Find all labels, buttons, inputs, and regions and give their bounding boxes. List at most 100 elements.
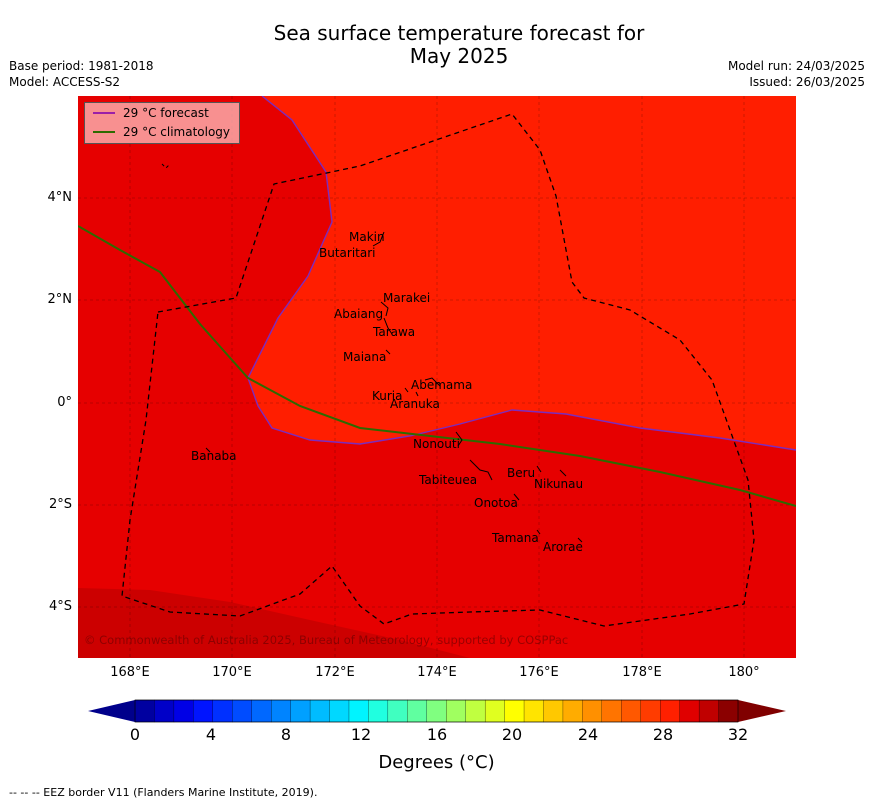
grid-lines	[78, 96, 796, 658]
colorbar-cell	[582, 699, 603, 723]
island-label-banaba: Banaba	[191, 449, 237, 463]
colorbar-cell	[407, 699, 428, 723]
lon-label-176e: 176°E	[519, 665, 559, 680]
model-name: Model: ACCESS-S2	[9, 75, 121, 89]
lat-label-4s: 4°S	[48, 599, 72, 614]
colorbar-cell	[484, 699, 506, 723]
colorbar-cells	[134, 699, 739, 723]
lon-label-180: 180°	[728, 665, 760, 680]
lat-label-2s: 2°S	[48, 497, 72, 512]
climatology-29c-contour	[78, 225, 796, 507]
meta-left: Base period: 1981-2018 Model: ACCESS-S2	[9, 58, 154, 90]
colorbar-cell	[601, 699, 622, 723]
island-label-tabiteuea: Tabiteuea	[419, 473, 478, 487]
island-label-marakei: Marakei	[383, 291, 431, 305]
colorbar-cell	[640, 699, 661, 723]
colorbar-tick-12: 12	[350, 725, 372, 744]
colorbar-cell	[348, 699, 369, 723]
colorbar-tick-28: 28	[652, 725, 674, 744]
colorbar-under-arrow	[88, 700, 135, 722]
colorbar-cell	[251, 699, 272, 723]
meta-right: Model run: 24/03/2025 Issued: 26/03/2025	[728, 58, 865, 90]
lat-label-0: 0°	[57, 395, 72, 410]
eez-border	[121, 113, 755, 627]
map-legend: 29 °C forecast 29 °C climatology	[84, 102, 240, 144]
chart-title: Sea surface temperature forecast for May…	[0, 22, 873, 68]
legend-item-forecast: 29 °C forecast	[85, 104, 209, 122]
island-label-beru: Beru	[507, 466, 536, 480]
colorbar-cell	[465, 699, 486, 723]
island-label-abaiang: Abaiang	[334, 307, 384, 321]
colorbar-cell	[212, 699, 233, 723]
colorbar-cell	[562, 699, 583, 723]
cool-region	[78, 588, 470, 658]
forecast-line-swatch	[93, 112, 115, 114]
colorbar-tick-0: 0	[129, 725, 141, 744]
colorbar-over-arrow	[738, 700, 786, 722]
forecast-29c-contour	[247, 96, 796, 451]
colorbar-label: Degrees (°C)	[378, 752, 495, 773]
island-label-makin: Makin	[349, 230, 385, 244]
lon-label-174e: 174°E	[417, 665, 457, 680]
eez-border-small	[161, 163, 171, 169]
colorbar-tick-20: 20	[501, 725, 523, 744]
colorbar-cell	[426, 699, 447, 723]
climatology-line-swatch	[93, 131, 115, 133]
island-label-abemama: Abemama	[411, 378, 473, 392]
colorbar-cell	[368, 699, 389, 723]
colorbar-cell	[232, 699, 253, 723]
issued-date: Issued: 26/03/2025	[749, 75, 865, 89]
title-line-2: May 2025	[409, 44, 509, 68]
title-line-1: Sea surface temperature forecast for	[273, 21, 645, 45]
colorbar-cell	[387, 699, 408, 723]
colorbar-cell	[329, 699, 350, 723]
island-label-nonouti: Nonouti	[413, 437, 460, 451]
colorbar-cell	[290, 699, 311, 723]
colorbar-tick-4: 4	[205, 725, 217, 744]
colorbar-cell	[621, 699, 642, 723]
colorbar-cell	[660, 699, 681, 723]
colorbar-cell	[698, 699, 719, 723]
island-label-tarawa: Tarawa	[373, 325, 416, 339]
legend-climatology-label: 29 °C climatology	[123, 125, 231, 139]
base-period: Base period: 1981-2018	[9, 59, 154, 73]
island-label-arorae: Arorae	[543, 540, 583, 554]
legend-forecast-label: 29 °C forecast	[123, 106, 209, 120]
mid-region	[78, 96, 796, 658]
island-label-kuria: Kuria	[372, 389, 403, 403]
legend-item-climatology: 29 °C climatology	[85, 123, 230, 141]
colorbar-cell	[309, 699, 330, 723]
colorbar-cell	[134, 699, 155, 723]
colorbar-cell	[523, 699, 544, 723]
colorbar-tick-16: 16	[426, 725, 448, 744]
footnote-eez: -- -- -- EEZ border V11 (Flanders Marine…	[9, 786, 318, 799]
island-label-onotoa: Onotoa	[474, 496, 518, 510]
island-label-tamana: Tamana	[492, 531, 539, 545]
model-run: Model run: 24/03/2025	[727, 59, 865, 73]
lon-label-172e: 172°E	[315, 665, 355, 680]
lat-label-4n: 4°N	[47, 190, 73, 205]
island-label-nikunau: Nikunau	[534, 477, 584, 491]
colorbar-cell	[718, 699, 739, 723]
colorbar-tick-32: 32	[727, 725, 749, 744]
colorbar-cell	[193, 699, 214, 723]
copyright-notice: © Commonwealth of Australia 2025, Bureau…	[84, 633, 569, 647]
island-label-aranuka: Aranuka	[390, 397, 440, 411]
island-shapes	[205, 231, 583, 543]
colorbar-cell	[504, 699, 525, 723]
colorbar-tick-24: 24	[577, 725, 599, 744]
lon-label-178e: 178°E	[622, 665, 662, 680]
lon-label-170e: 170°E	[212, 665, 252, 680]
lon-label-168e: 168°E	[110, 665, 150, 680]
colorbar-cell	[543, 699, 564, 723]
island-label-maiana: Maiana	[343, 350, 387, 364]
colorbar-tick-8: 8	[280, 725, 292, 744]
colorbar-cell	[173, 699, 194, 723]
colorbar-cell	[154, 699, 175, 723]
colorbar-cell	[679, 699, 700, 723]
colorbar-cell	[271, 699, 292, 723]
colorbar-cell	[446, 699, 467, 723]
lat-label-2n: 2°N	[47, 292, 73, 307]
